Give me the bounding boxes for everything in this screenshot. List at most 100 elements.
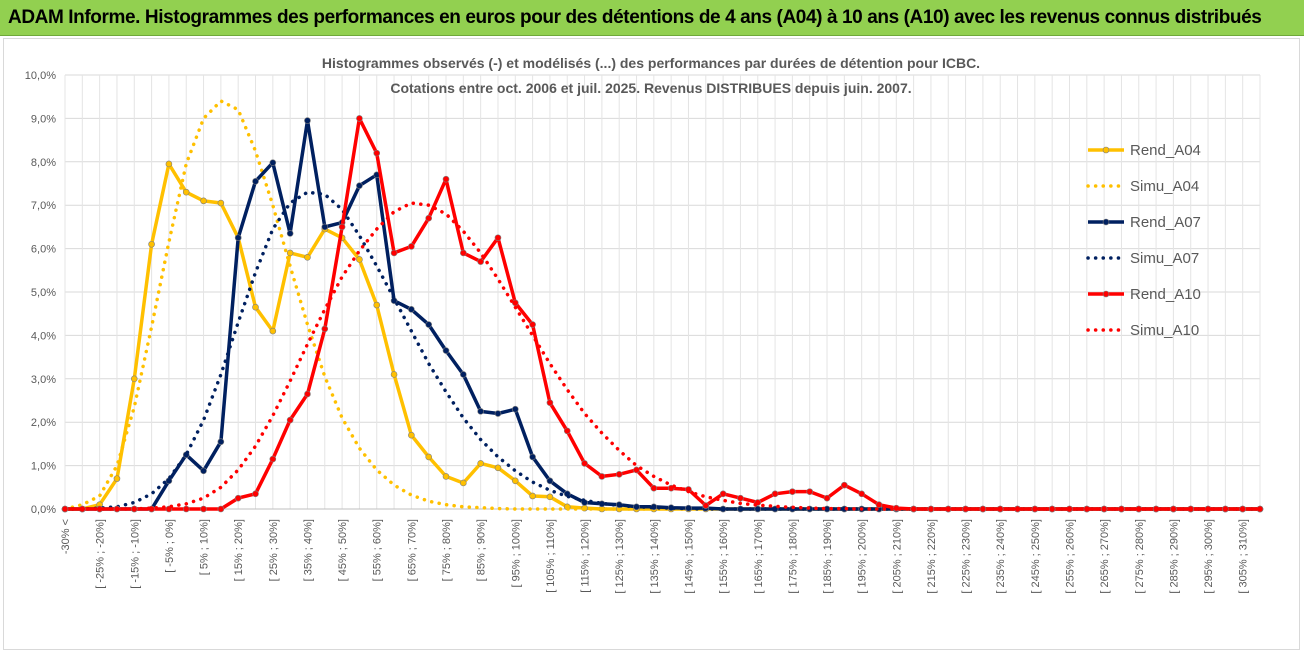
data-point-rend-a04	[165, 160, 173, 168]
data-point-rend-a07	[511, 405, 519, 413]
x-tick-label: [ 115% ; 120%]	[580, 519, 592, 593]
x-tick-label: [ 275% ; 280%]	[1134, 519, 1146, 594]
y-tick-label: 9,0%	[31, 113, 56, 125]
data-point-rend-a10	[425, 214, 432, 222]
data-point-rend-a07	[460, 371, 467, 378]
data-point-rend-a10	[460, 249, 467, 257]
x-tick-label: [ 225% ; 230%]	[961, 519, 973, 594]
y-tick-label: 1,0%	[31, 461, 56, 473]
x-tick-label: -30% <	[60, 519, 72, 554]
data-point-rend-a04	[286, 249, 294, 257]
series-line-simu-a07	[63, 190, 1262, 511]
data-point-rend-a10	[875, 501, 883, 508]
data-point-rend-a04	[408, 431, 415, 439]
data-point-rend-a07	[252, 178, 259, 185]
legend: Rend_A04 Simu_A04 Rend_A07 Simu_A07 Rend_A10…	[1086, 142, 1201, 339]
data-point-rend-a04	[477, 460, 484, 467]
data-point-rend-a10	[771, 490, 779, 498]
data-point-rend-a04	[252, 303, 259, 311]
data-point-rend-a07	[442, 347, 450, 354]
y-tick-label: 6,0%	[31, 244, 56, 256]
x-tick-label: [ 165% ; 170%]	[753, 519, 765, 594]
x-tick-label: [ 265% ; 270%]	[1099, 519, 1111, 594]
legend-label-simu-a07: Simu_A07	[1130, 250, 1199, 267]
data-point-rend-a07	[286, 230, 294, 237]
data-point-rend-a04	[200, 197, 207, 205]
data-point-rend-a10	[269, 455, 277, 463]
data-point-rend-a07	[165, 477, 173, 485]
data-point-rend-a04	[460, 479, 467, 487]
x-tick-label: [ 85% ; 90%]	[476, 519, 488, 581]
x-tick-label: [ 155% ; 160%]	[718, 519, 730, 594]
data-point-rend-a04	[269, 327, 277, 335]
data-point-rend-a04	[182, 188, 190, 196]
data-point-rend-a10	[217, 505, 225, 513]
x-tick-label: [ 245% ; 250%]	[1030, 519, 1042, 594]
data-point-rend-a07	[321, 223, 329, 231]
data-point-rend-a10	[737, 494, 744, 502]
legend-label-rend-a07: Rend_A07	[1130, 214, 1201, 231]
data-point-rend-a07	[546, 477, 554, 485]
data-point-rend-a10	[806, 488, 814, 495]
data-point-rend-a10	[356, 115, 363, 122]
data-point-rend-a10	[338, 223, 346, 231]
series-line-simu-a10	[63, 201, 1262, 511]
data-point-rend-a10	[373, 149, 381, 157]
legend-label-rend-a10: Rend_A10	[1130, 286, 1201, 303]
chart-title: Histogrammes observés (-) et modélisés (…	[322, 55, 980, 71]
data-point-rend-a10	[563, 427, 571, 435]
x-tick-label: [ 305% ; 310%]	[1238, 519, 1250, 594]
data-point-rend-a04	[546, 493, 554, 501]
data-point-rend-a10	[719, 490, 727, 498]
x-tick-label: [ 25% ; 30%]	[268, 519, 280, 581]
x-tick-label: [ -5% ; 0%]	[164, 519, 176, 573]
legend-label-rend-a04: Rend_A04	[1130, 142, 1201, 159]
data-point-rend-a10	[789, 488, 796, 495]
y-tick-label: 4,0%	[31, 330, 56, 342]
data-point-rend-a10	[546, 399, 554, 406]
data-point-rend-a07	[304, 117, 311, 124]
data-point-rend-a04	[373, 301, 381, 309]
x-tick-label: [ 195% ; 200%]	[857, 519, 869, 594]
y-tick-label: 8,0%	[31, 157, 56, 169]
x-tick-label: [ 75% ; 80%]	[441, 519, 453, 581]
chart-subtitle: Cotations entre oct. 2006 et juil. 2025.…	[390, 80, 911, 96]
x-tick-label: [ 5% ; 10%]	[199, 519, 211, 575]
data-point-rend-a10	[494, 234, 502, 242]
data-point-rend-a04	[425, 453, 432, 461]
data-point-rend-a10	[390, 249, 398, 257]
data-point-rend-a07	[217, 438, 225, 446]
x-tick-label: [ -25% ; -20%]	[95, 519, 107, 589]
data-point-rend-a10	[650, 484, 658, 492]
data-point-rend-a07	[529, 453, 536, 461]
data-point-rend-a10	[823, 494, 831, 502]
y-tick-label: 0,0%	[31, 504, 56, 516]
y-tick-label: 10,0%	[25, 70, 56, 82]
data-point-rend-a04	[511, 477, 519, 485]
y-tick-label: 2,0%	[31, 417, 56, 429]
x-tick-label: [ 45% ; 50%]	[337, 519, 349, 581]
data-point-rend-a04	[217, 199, 225, 207]
data-point-rend-a04	[442, 473, 450, 480]
legend-label-simu-a04: Simu_A04	[1130, 178, 1199, 195]
x-tick-label: [ 55% ; 60%]	[372, 519, 384, 581]
legend-marker-rend-a04	[1102, 146, 1110, 154]
data-point-rend-a10	[200, 505, 207, 513]
data-point-rend-a10	[442, 175, 450, 183]
data-point-rend-a07	[425, 321, 432, 328]
x-tick-label: [ 145% ; 150%]	[683, 519, 695, 594]
data-point-rend-a07	[200, 467, 207, 475]
data-point-rend-a07	[408, 306, 415, 313]
data-point-rend-a04	[529, 492, 536, 500]
x-tick-label: [ 205% ; 210%]	[891, 519, 903, 594]
x-tick-label: [ 255% ; 260%]	[1064, 519, 1076, 594]
legend-marker-rend-a07	[1102, 218, 1110, 226]
series-lines	[61, 99, 1264, 513]
gridlines	[64, 74, 1261, 510]
data-point-rend-a10	[615, 470, 623, 478]
data-point-rend-a10	[286, 416, 294, 424]
plot-area-border	[3, 38, 1300, 650]
series-line-rend-a07	[65, 118, 1260, 511]
